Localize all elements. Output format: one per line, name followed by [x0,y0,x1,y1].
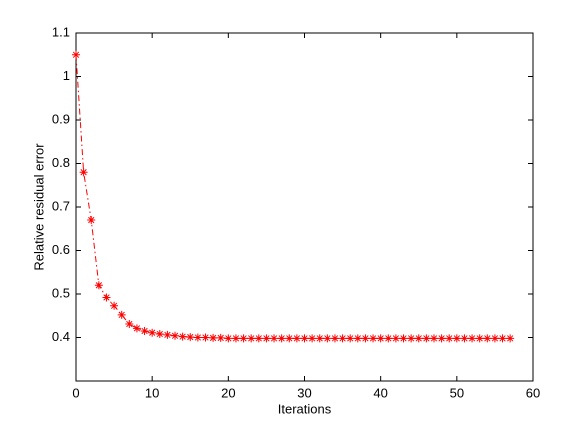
point-marker [209,333,218,342]
point-marker [437,334,446,343]
x-tick-label: 0 [72,385,79,400]
point-marker [292,334,301,343]
point-marker [490,334,499,343]
point-marker [483,334,492,343]
point-marker [338,334,347,343]
point-marker [361,334,370,343]
point-marker [323,334,332,343]
point-marker [468,334,477,343]
point-marker [102,293,111,302]
point-marker [346,334,355,343]
point-marker [369,334,378,343]
point-marker [452,334,461,343]
point-marker [414,334,423,343]
point-marker [353,334,362,343]
x-tick-label: 20 [221,385,235,400]
point-marker [262,334,271,343]
y-axis-label: Relative residual error [31,143,46,271]
point-marker [193,333,202,342]
point-marker [376,334,385,343]
point-marker [254,334,263,343]
point-marker [125,320,134,329]
point-marker [163,330,172,339]
point-marker [171,331,180,340]
point-marker [277,334,286,343]
point-marker [239,334,248,343]
point-marker [231,334,240,343]
point-marker [140,326,149,335]
point-marker [384,334,393,343]
point-marker [148,328,157,337]
point-marker [247,334,256,343]
y-tick-label: 0.8 [52,155,70,170]
x-tick-label: 50 [450,385,464,400]
point-marker [422,334,431,343]
point-marker [445,334,454,343]
point-marker [216,333,225,342]
point-marker [94,281,103,290]
point-marker [391,334,400,343]
point-marker [117,310,126,319]
point-marker [429,334,438,343]
point-marker [270,334,279,343]
point-marker [330,334,339,343]
point-marker [460,334,469,343]
point-marker [506,334,515,343]
point-marker [110,301,119,310]
y-tick-label: 1 [63,68,70,83]
point-marker [498,334,507,343]
x-tick-label: 30 [297,385,311,400]
point-marker [132,324,141,333]
y-tick-label: 0.7 [52,198,70,213]
point-marker [407,334,416,343]
point-marker [72,50,80,59]
x-tick-label: 10 [145,385,159,400]
point-marker [155,330,164,339]
point-marker [79,168,88,177]
point-marker [285,334,294,343]
point-marker [201,333,210,342]
point-marker [315,334,324,343]
point-marker [224,334,233,343]
y-tick-label: 0.5 [52,285,70,300]
x-tick-label: 40 [373,385,387,400]
point-marker [399,334,408,343]
plot-frame [75,32,534,382]
x-axis-label: Iterations [278,401,332,416]
y-tick-label: 0.4 [52,329,70,344]
y-tick-label: 0.9 [52,111,70,126]
point-marker [186,333,195,342]
point-marker [300,334,309,343]
point-marker [308,334,317,343]
point-marker [87,216,96,225]
point-marker [475,334,484,343]
x-tick-label: 60 [526,385,540,400]
point-marker [178,332,187,341]
y-tick-label: 0.6 [52,242,70,257]
y-tick-label: 1.1 [52,24,70,39]
